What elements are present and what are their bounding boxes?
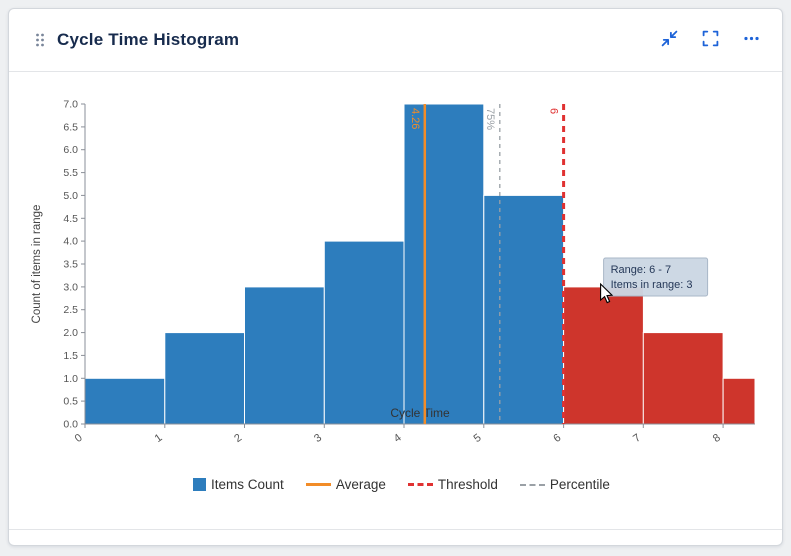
average-line-swatch-icon bbox=[305, 483, 331, 486]
x-tick-label: 4 bbox=[392, 432, 404, 445]
gadget-card: Cycle Time Histogram bbox=[8, 8, 783, 546]
x-tick-label: 7 bbox=[631, 432, 643, 445]
ellipsis-icon bbox=[743, 30, 760, 50]
more-options-button[interactable] bbox=[741, 28, 762, 52]
header-actions bbox=[659, 28, 762, 52]
mouse-cursor-icon bbox=[600, 282, 614, 304]
tooltip-range: Range: 6 - 7 bbox=[611, 264, 672, 276]
page-title: Cycle Time Histogram bbox=[57, 30, 240, 49]
y-tick-label: 7.0 bbox=[63, 99, 78, 111]
threshold-dash-swatch-icon bbox=[407, 483, 433, 486]
y-axis-title: Count of items in range bbox=[31, 205, 43, 324]
y-tick-label: 1.0 bbox=[63, 373, 78, 385]
y-tick-label: 0.0 bbox=[63, 419, 78, 431]
y-tick-label: 2.5 bbox=[63, 304, 78, 316]
minimize-button[interactable] bbox=[659, 28, 680, 52]
percentile-dash-swatch-icon bbox=[519, 483, 545, 486]
y-tick-label: 3.5 bbox=[63, 259, 78, 271]
y-tick-label: 4.5 bbox=[63, 213, 78, 225]
y-tick-label: 5.5 bbox=[63, 167, 78, 179]
card-footer-divider bbox=[9, 529, 782, 545]
y-tick-label: 6.5 bbox=[63, 121, 78, 133]
fullscreen-brackets-icon bbox=[702, 30, 719, 50]
legend-item-average[interactable]: Average bbox=[305, 477, 386, 492]
y-tick-label: 1.5 bbox=[63, 350, 78, 362]
histogram-bar[interactable] bbox=[642, 332, 724, 425]
legend-item-percentile[interactable]: Percentile bbox=[519, 477, 610, 492]
y-tick-label: 2.0 bbox=[63, 327, 78, 339]
x-tick-label: 2 bbox=[232, 432, 244, 445]
x-tick-label: 6 bbox=[551, 432, 563, 445]
tooltip: Range: 6 - 7 Items in range: 3 bbox=[603, 257, 709, 297]
histogram-bar[interactable] bbox=[164, 332, 246, 425]
legend-label: Threshold bbox=[437, 477, 498, 492]
histogram-bar[interactable] bbox=[323, 240, 405, 425]
percentile-label: 75% bbox=[484, 108, 496, 130]
x-tick-label: 5 bbox=[472, 432, 484, 445]
legend-item-items-count[interactable]: Items Count bbox=[193, 477, 284, 492]
histogram-bar[interactable] bbox=[483, 194, 565, 425]
card-header: Cycle Time Histogram bbox=[9, 9, 782, 71]
x-tick-label: 3 bbox=[312, 432, 324, 445]
histogram-bar[interactable] bbox=[403, 103, 485, 425]
y-tick-label: 0.5 bbox=[63, 396, 78, 408]
y-tick-label: 5.0 bbox=[63, 190, 78, 202]
legend-item-threshold[interactable]: Threshold bbox=[407, 477, 498, 492]
x-tick-label: 1 bbox=[153, 432, 165, 445]
header-divider bbox=[9, 71, 782, 72]
histogram-bar[interactable] bbox=[84, 377, 166, 425]
legend-label: Items Count bbox=[211, 477, 284, 492]
cycle-time-histogram-chart[interactable]: 0.0 0.5 1.0 1.5 2.0 2.5 3.0 3.5 4.0 4.5 5.0 5.5 6.0 6… bbox=[27, 90, 776, 467]
chart-area: 0.0 0.5 1.0 1.5 2.0 2.5 3.0 3.5 4.0 4.5 5.0 5.5 6.0 6… bbox=[9, 72, 782, 492]
fullscreen-button[interactable] bbox=[700, 28, 721, 52]
x-tick-label: 0 bbox=[73, 432, 85, 445]
drag-handle-icon[interactable] bbox=[35, 32, 45, 48]
histogram-bar[interactable] bbox=[244, 286, 325, 425]
legend-label: Percentile bbox=[549, 477, 610, 492]
y-tick-label: 3.0 bbox=[63, 281, 78, 293]
collapse-arrows-icon bbox=[661, 30, 678, 50]
tooltip-count: Items in range: 3 bbox=[611, 279, 693, 291]
x-tick-label: 8 bbox=[711, 432, 723, 445]
histogram-bar[interactable] bbox=[722, 377, 756, 425]
y-tick-label: 4.0 bbox=[63, 236, 78, 248]
chart-legend: Items Count Average Threshold Percentile bbox=[27, 477, 776, 492]
x-axis-title: Cycle Time bbox=[390, 406, 450, 420]
histogram-bar[interactable] bbox=[563, 286, 644, 425]
average-label: 4.26 bbox=[409, 108, 421, 129]
y-tick-label: 6.0 bbox=[63, 144, 78, 156]
threshold-label: 6 bbox=[548, 108, 560, 114]
items-count-swatch-icon bbox=[193, 478, 207, 491]
legend-label: Average bbox=[335, 477, 386, 492]
